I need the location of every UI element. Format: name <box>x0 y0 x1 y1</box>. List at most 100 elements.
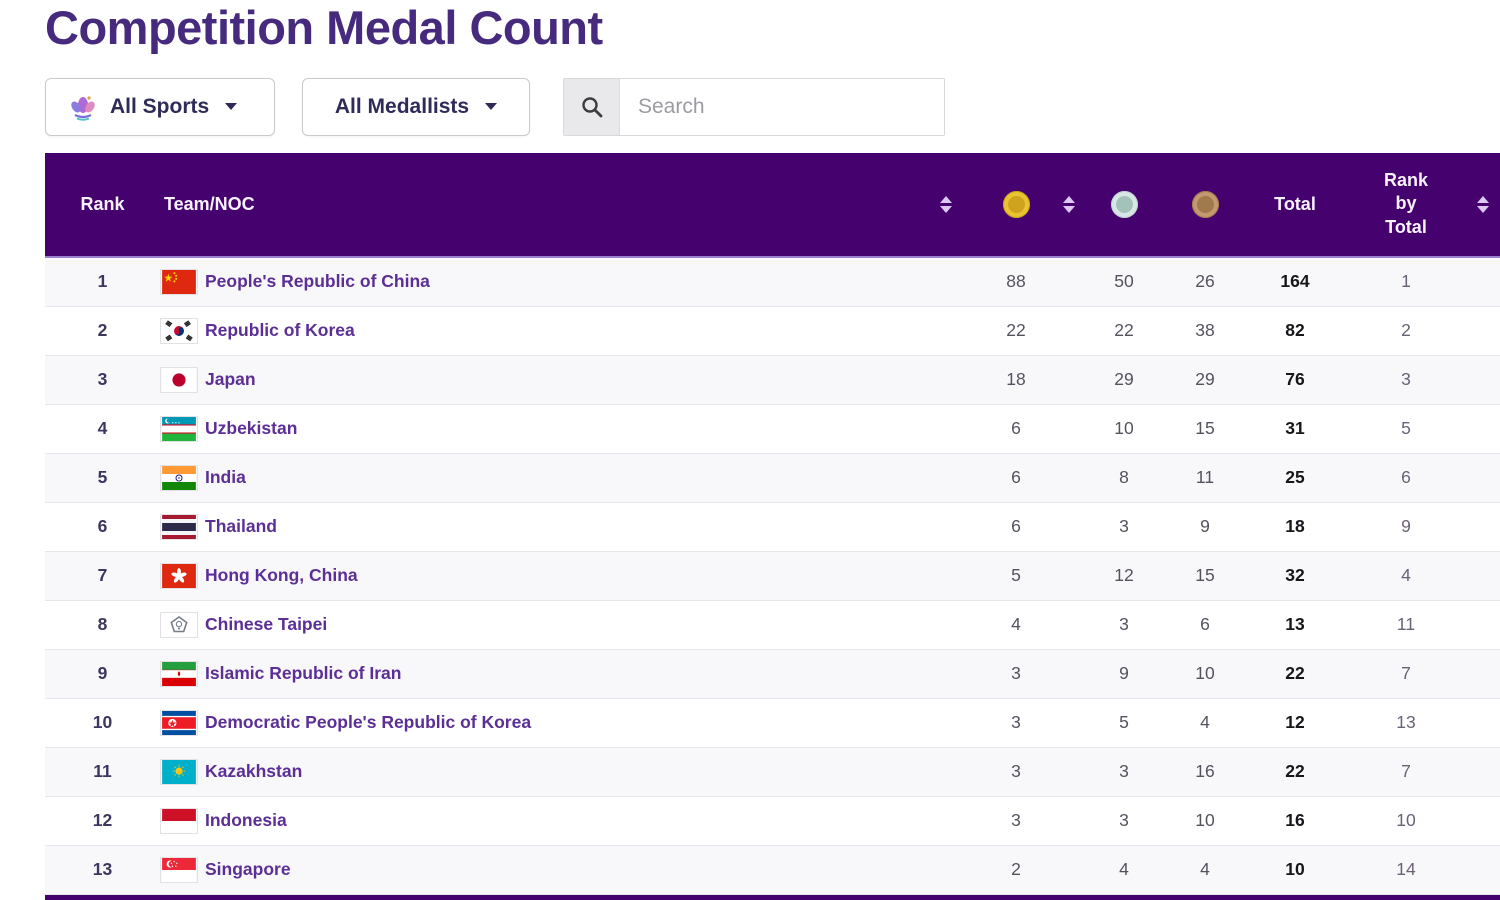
silver-count: 50 <box>1114 271 1134 292</box>
silver-count: 3 <box>1119 516 1129 537</box>
gold-count: 4 <box>1011 614 1021 635</box>
team-name[interactable]: Indonesia <box>205 810 287 831</box>
team-name[interactable]: India <box>205 467 246 488</box>
silver-count: 9 <box>1119 663 1129 684</box>
table-row[interactable]: 5 India 6 8 11 25 6 <box>45 453 1500 503</box>
sports-lotus-icon <box>68 92 98 122</box>
all-medallists-dropdown[interactable]: All Medallists <box>302 77 530 136</box>
total-count: 22 <box>1285 663 1305 684</box>
team-name[interactable]: People's Republic of China <box>205 271 430 292</box>
bronze-count: 9 <box>1200 516 1210 537</box>
rank-value: 5 <box>97 467 108 488</box>
silver-medal-icon[interactable] <box>1110 190 1138 218</box>
country-flag <box>160 807 198 834</box>
table-row[interactable]: 3 Japan 18 29 29 76 3 <box>45 355 1500 405</box>
bronze-count: 10 <box>1195 663 1215 684</box>
country-flag <box>160 660 198 687</box>
gold-count: 5 <box>1011 565 1021 586</box>
silver-count: 22 <box>1114 320 1134 341</box>
country-flag <box>160 268 198 295</box>
team-name[interactable]: Republic of Korea <box>205 320 355 341</box>
team-name[interactable]: Kazakhstan <box>205 761 303 782</box>
table-row[interactable]: 11 Kazakhstan 3 3 16 22 7 <box>45 747 1500 797</box>
total-count: 18 <box>1285 516 1305 537</box>
table-row[interactable]: 8 Chinese Taipei 4 3 6 13 11 <box>45 600 1500 650</box>
gold-count: 3 <box>1011 810 1021 831</box>
table-row[interactable]: 9 Islamic Republic of Iran 3 9 10 22 7 <box>45 649 1500 699</box>
rank-value: 6 <box>97 516 108 537</box>
rank-value: 1 <box>97 271 108 292</box>
gold-count: 3 <box>1011 663 1021 684</box>
all-sports-dropdown[interactable]: All Sports <box>45 77 275 136</box>
table-footer-bar <box>45 894 1500 900</box>
search-input[interactable] <box>620 78 944 135</box>
total-count: 22 <box>1285 761 1305 782</box>
silver-count: 3 <box>1119 614 1129 635</box>
gold-count: 3 <box>1011 761 1021 782</box>
table-row[interactable]: 1 People's Republic of China 88 50 26 16… <box>45 257 1500 307</box>
bronze-medal-icon[interactable] <box>1191 190 1219 218</box>
team-name[interactable]: Islamic Republic of Iran <box>205 663 402 684</box>
rank-by-total-value: 9 <box>1401 516 1411 537</box>
silver-count: 10 <box>1114 418 1134 439</box>
rank-by-total-value: 5 <box>1401 418 1411 439</box>
team-name[interactable]: Democratic People's Republic of Korea <box>205 712 532 733</box>
team-name[interactable]: Chinese Taipei <box>205 614 328 635</box>
rank-by-total-value: 13 <box>1396 712 1416 733</box>
gold-medal-icon[interactable] <box>1002 190 1030 218</box>
bronze-count: 10 <box>1195 810 1215 831</box>
rank-by-total-value: 1 <box>1401 271 1411 292</box>
table-row[interactable]: 6 Thailand 6 3 9 18 9 <box>45 502 1500 552</box>
filter-bar: All Sports All Medallists <box>45 77 1500 136</box>
bronze-count: 4 <box>1200 712 1210 733</box>
country-flag <box>160 758 198 785</box>
country-flag <box>160 513 198 540</box>
rank-by-total-value: 2 <box>1401 320 1411 341</box>
bronze-count: 6 <box>1200 614 1210 635</box>
country-flag <box>160 856 198 883</box>
total-count: 10 <box>1285 859 1305 880</box>
gold-count: 3 <box>1011 712 1021 733</box>
team-name[interactable]: Thailand <box>205 516 277 537</box>
gold-count: 6 <box>1011 467 1021 488</box>
country-flag <box>160 709 198 736</box>
table-row[interactable]: 10 Democratic People's Republic of Korea… <box>45 698 1500 748</box>
rank-value: 4 <box>97 418 108 439</box>
team-name[interactable]: Singapore <box>205 859 291 880</box>
gold-count: 88 <box>1006 271 1026 292</box>
gold-count: 6 <box>1011 418 1021 439</box>
rank-by-total-header: Rank by Total <box>1383 170 1428 237</box>
table-row[interactable]: 4 Uzbekistan 6 10 15 31 5 <box>45 404 1500 454</box>
table-row[interactable]: 12 Indonesia 3 3 10 16 10 <box>45 796 1500 846</box>
rank-by-total-value: 4 <box>1401 565 1411 586</box>
rank-by-total-value: 7 <box>1401 761 1411 782</box>
country-flag <box>160 317 198 344</box>
bronze-count: 26 <box>1195 271 1215 292</box>
silver-count: 4 <box>1119 859 1129 880</box>
team-noc-header: Team/NOC <box>164 193 255 214</box>
all-medallists-label: All Medallists <box>334 94 470 118</box>
table-row[interactable]: 2 Republic of Korea 22 22 38 82 2 <box>45 306 1500 356</box>
rank-value: 11 <box>93 761 112 782</box>
table-row[interactable]: 13 Singapore 2 4 4 10 14 <box>45 845 1500 895</box>
total-count: 82 <box>1285 320 1305 341</box>
team-name[interactable]: Japan <box>205 369 256 390</box>
total-count: 16 <box>1285 810 1305 831</box>
chevron-down-icon <box>485 103 498 111</box>
total-count: 164 <box>1280 271 1310 292</box>
gold-count: 6 <box>1011 516 1021 537</box>
sort-gold-icon[interactable] <box>940 195 952 213</box>
country-flag <box>160 415 198 442</box>
gold-count: 18 <box>1006 369 1026 390</box>
team-name[interactable]: Hong Kong, China <box>205 565 358 586</box>
silver-count: 29 <box>1114 369 1134 390</box>
bronze-count: 38 <box>1195 320 1215 341</box>
rank-by-total-value: 7 <box>1401 663 1411 684</box>
gold-count: 2 <box>1011 859 1021 880</box>
table-row[interactable]: 7 Hong Kong, China 5 12 15 32 4 <box>45 551 1500 601</box>
team-name[interactable]: Uzbekistan <box>205 418 298 439</box>
sort-silver-icon[interactable] <box>1063 195 1075 213</box>
sort-rank-by-total-icon[interactable] <box>1476 195 1489 213</box>
chevron-down-icon <box>225 103 238 111</box>
